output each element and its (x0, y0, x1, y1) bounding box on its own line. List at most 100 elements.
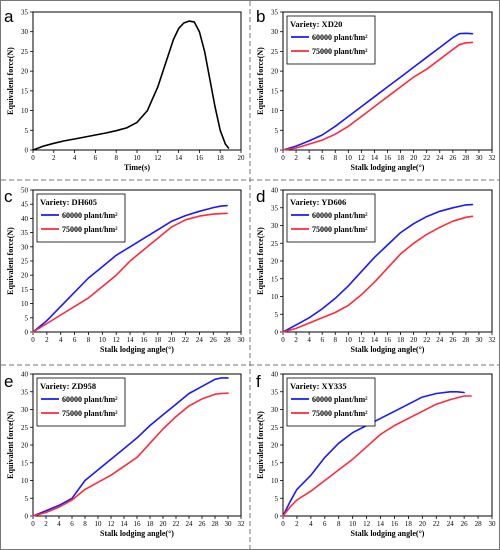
legend-label-2: 75000 plant/hm² (312, 225, 368, 234)
y-tick-label: 35 (21, 9, 29, 17)
x-tick-label: 4 (309, 520, 313, 528)
y-tick-label: 35 (271, 204, 279, 212)
y-tick-label: 30 (271, 222, 279, 230)
x-axis-title: Time(s) (124, 163, 150, 172)
x-axis-title: Stalk lodging angle(°) (351, 529, 425, 538)
x-tick-label: 10 (134, 154, 142, 162)
panel-letter: f (256, 372, 261, 391)
x-tick-label: 30 (489, 520, 497, 528)
x-tick-label: 20 (410, 154, 418, 162)
x-tick-label: 18 (405, 520, 413, 528)
x-tick-label: 22 (423, 336, 431, 344)
panel-b: b0 2 4 6 8 10 12 14 16 18 20 22 24 26 28 30 320510152025… (256, 7, 496, 172)
legend-label-1: 60000 plant/hm² (312, 211, 368, 220)
y-tick-label: 40 (21, 371, 29, 379)
x-tick-label: 28 (475, 520, 483, 528)
x-tick-label: 8 (334, 336, 338, 344)
series-line-1 (282, 203, 474, 333)
x-tick-label: 0 (281, 336, 285, 344)
x-tick-label: 2 (52, 154, 56, 162)
y-tick-label: 30 (21, 28, 29, 36)
legend-label-1: 60000 plant/hm² (312, 33, 368, 42)
x-tick-label: 8 (83, 520, 87, 528)
x-tick-label: 30 (475, 336, 483, 344)
panel-letter: b (256, 7, 265, 26)
x-tick-label: 28 (462, 336, 470, 344)
panel-letter: a (4, 7, 14, 26)
x-tick-label: 18 (154, 336, 162, 344)
x-tick-label: 26 (449, 154, 457, 162)
x-tick-label: 32 (489, 154, 497, 162)
x-tick-label: 0 (31, 154, 35, 162)
x-tick-label: 14 (371, 154, 379, 162)
y-axis-title: Equivalent force(N) (6, 47, 15, 115)
x-tick-label: 20 (410, 336, 418, 344)
x-tick-label: 2 (45, 336, 49, 344)
x-tick-label: 24 (186, 520, 194, 528)
x-tick-label: 14 (127, 336, 135, 344)
panel-d: d0 2 4 6 8 10 12 14 16 18 20 22 24 26 28 30 320510152025… (256, 187, 496, 355)
y-tick-label: 30 (271, 28, 279, 36)
y-tick-label: 25 (21, 258, 29, 266)
y-tick-label: 40 (21, 215, 29, 223)
x-tick-label: 18 (397, 336, 405, 344)
y-axis-title: Equivalent force(N) (6, 227, 15, 295)
y-axis-title: Equivalent force(N) (256, 411, 265, 479)
x-tick-label: 14 (121, 520, 129, 528)
y-tick-label: 30 (21, 406, 29, 414)
x-tick-label: 16 (196, 154, 204, 162)
x-tick-label: 20 (419, 520, 427, 528)
series-line-1 (32, 377, 229, 517)
x-tick-label: 12 (108, 520, 116, 528)
y-tick-label: 25 (21, 424, 29, 432)
x-tick-label: 6 (323, 520, 327, 528)
y-tick-label: 0 (25, 147, 29, 155)
x-tick-label: 12 (154, 154, 162, 162)
x-tick-label: 6 (320, 336, 324, 344)
x-tick-label: 4 (307, 154, 311, 162)
x-tick-label: 14 (371, 336, 379, 344)
x-tick-label: 2 (294, 154, 298, 162)
x-tick-label: 10 (345, 336, 353, 344)
x-tick-label: 0 (281, 520, 285, 528)
y-tick-label: 50 (21, 187, 29, 195)
x-tick-label: 16 (384, 336, 392, 344)
x-tick-label: 16 (391, 520, 399, 528)
legend-label-2: 75000 plant/hm² (62, 409, 118, 418)
x-tick-label: 26 (449, 336, 457, 344)
x-tick-label: 22 (182, 336, 190, 344)
y-tick-label: 20 (21, 442, 29, 450)
y-tick-label: 35 (271, 9, 279, 17)
y-axis-title: Equivalent force(N) (6, 411, 15, 479)
y-tick-label: 10 (271, 477, 279, 485)
x-tick-label: 4 (57, 520, 61, 528)
x-tick-label: 8 (114, 154, 118, 162)
panel-f: f0 2 4 6 8 10 12 14 16 18 20 22 24 26 28 30051015202530… (256, 371, 496, 539)
legend-label-2: 75000 plant/hm² (312, 47, 368, 56)
x-tick-label: 12 (358, 336, 366, 344)
y-tick-label: 30 (271, 406, 279, 414)
y-tick-label: 15 (21, 286, 29, 294)
series-line-2 (282, 395, 472, 517)
x-tick-label: 20 (160, 520, 168, 528)
legend-title: Variety: YD606 (290, 197, 346, 207)
x-axis-title: Stalk lodging angle(°) (351, 345, 425, 354)
x-tick-label: 26 (199, 520, 207, 528)
y-tick-label: 40 (271, 371, 279, 379)
y-tick-label: 20 (21, 272, 29, 280)
x-tick-label: 0 (31, 336, 35, 344)
x-tick-label: 2 (295, 520, 299, 528)
legend-label-1: 60000 plant/hm² (62, 395, 118, 404)
y-tick-label: 15 (271, 459, 279, 467)
x-tick-label: 24 (447, 520, 455, 528)
legend-box (286, 377, 376, 427)
x-tick-label: 22 (423, 154, 431, 162)
y-tick-label: 25 (271, 424, 279, 432)
y-tick-label: 0 (275, 147, 279, 155)
x-tick-label: 32 (489, 336, 497, 344)
x-axis-title: Stalk lodging angle(°) (100, 529, 174, 538)
y-tick-label: 10 (21, 477, 29, 485)
y-tick-label: 25 (271, 240, 279, 248)
x-tick-label: 4 (307, 336, 311, 344)
